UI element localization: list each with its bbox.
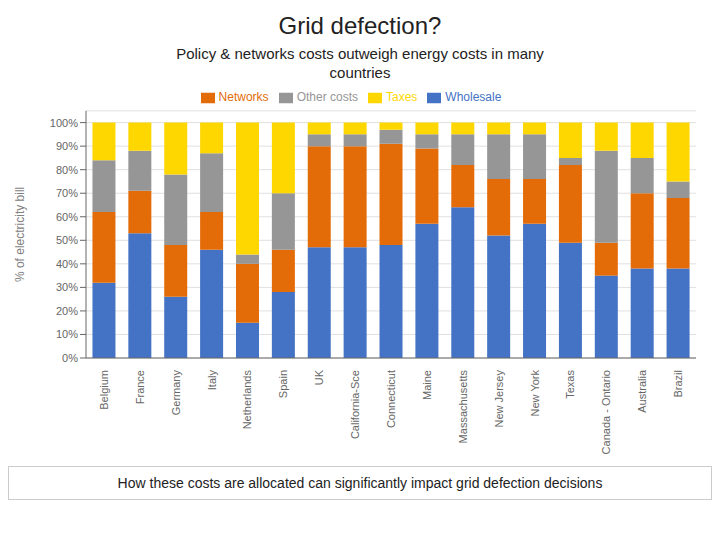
html-text:countries: countries (329, 64, 391, 81)
svg-text:Brazil: Brazil (672, 370, 684, 398)
svg-text:80%: 80% (56, 164, 78, 176)
svg-text:Australia: Australia (636, 369, 648, 413)
html-text:Taxes: Taxes (386, 90, 418, 104)
svg-text:% of electricity bill: % of electricity bill (13, 187, 27, 282)
svg-text:New Jersey: New Jersey (493, 370, 505, 428)
svg-text:Canada - Ontario: Canada - Ontario (600, 370, 612, 454)
svg-text:90%: 90% (56, 140, 78, 152)
svg-text:UK: UK (313, 369, 325, 385)
svg-text:Connecticut: Connecticut (385, 370, 397, 428)
svg-text:40%: 40% (56, 258, 78, 270)
svg-text:50%: 50% (56, 234, 78, 246)
svg-text:60%: 60% (56, 211, 78, 223)
svg-text:Italy: Italy (206, 370, 218, 391)
html-text:Policy & networks costs outwei: Policy & networks costs outweigh energy … (176, 45, 544, 62)
svg-text:New York: New York (529, 370, 541, 417)
svg-text:Massachusetts: Massachusetts (457, 370, 469, 444)
svg-text:100%: 100% (50, 117, 78, 129)
svg-text:70%: 70% (56, 187, 78, 199)
svg-text:Belgium: Belgium (98, 370, 110, 410)
svg-text:Spain: Spain (277, 370, 289, 398)
html-text:How these costs are allocated: How these costs are allocated can signif… (117, 475, 603, 491)
svg-text:Maine: Maine (421, 370, 433, 400)
svg-text:Netherlands: Netherlands (241, 370, 253, 430)
svg-text:20%: 20% (56, 305, 78, 317)
svg-text:Texas: Texas (564, 370, 576, 399)
svg-text:10%: 10% (56, 328, 78, 340)
svg-text:California-Sce: California-Sce (349, 370, 361, 439)
html-text:Other costs: Other costs (296, 90, 358, 104)
svg-text:Germany: Germany (170, 370, 182, 416)
html-text:Grid defection?: Grid defection? (278, 12, 442, 39)
svg-text:30%: 30% (56, 281, 78, 293)
svg-text:0%: 0% (62, 352, 78, 364)
html-text:Wholesale: Wholesale (445, 90, 502, 104)
svg-text:France: France (134, 370, 146, 404)
html-text:Networks: Networks (218, 90, 269, 104)
